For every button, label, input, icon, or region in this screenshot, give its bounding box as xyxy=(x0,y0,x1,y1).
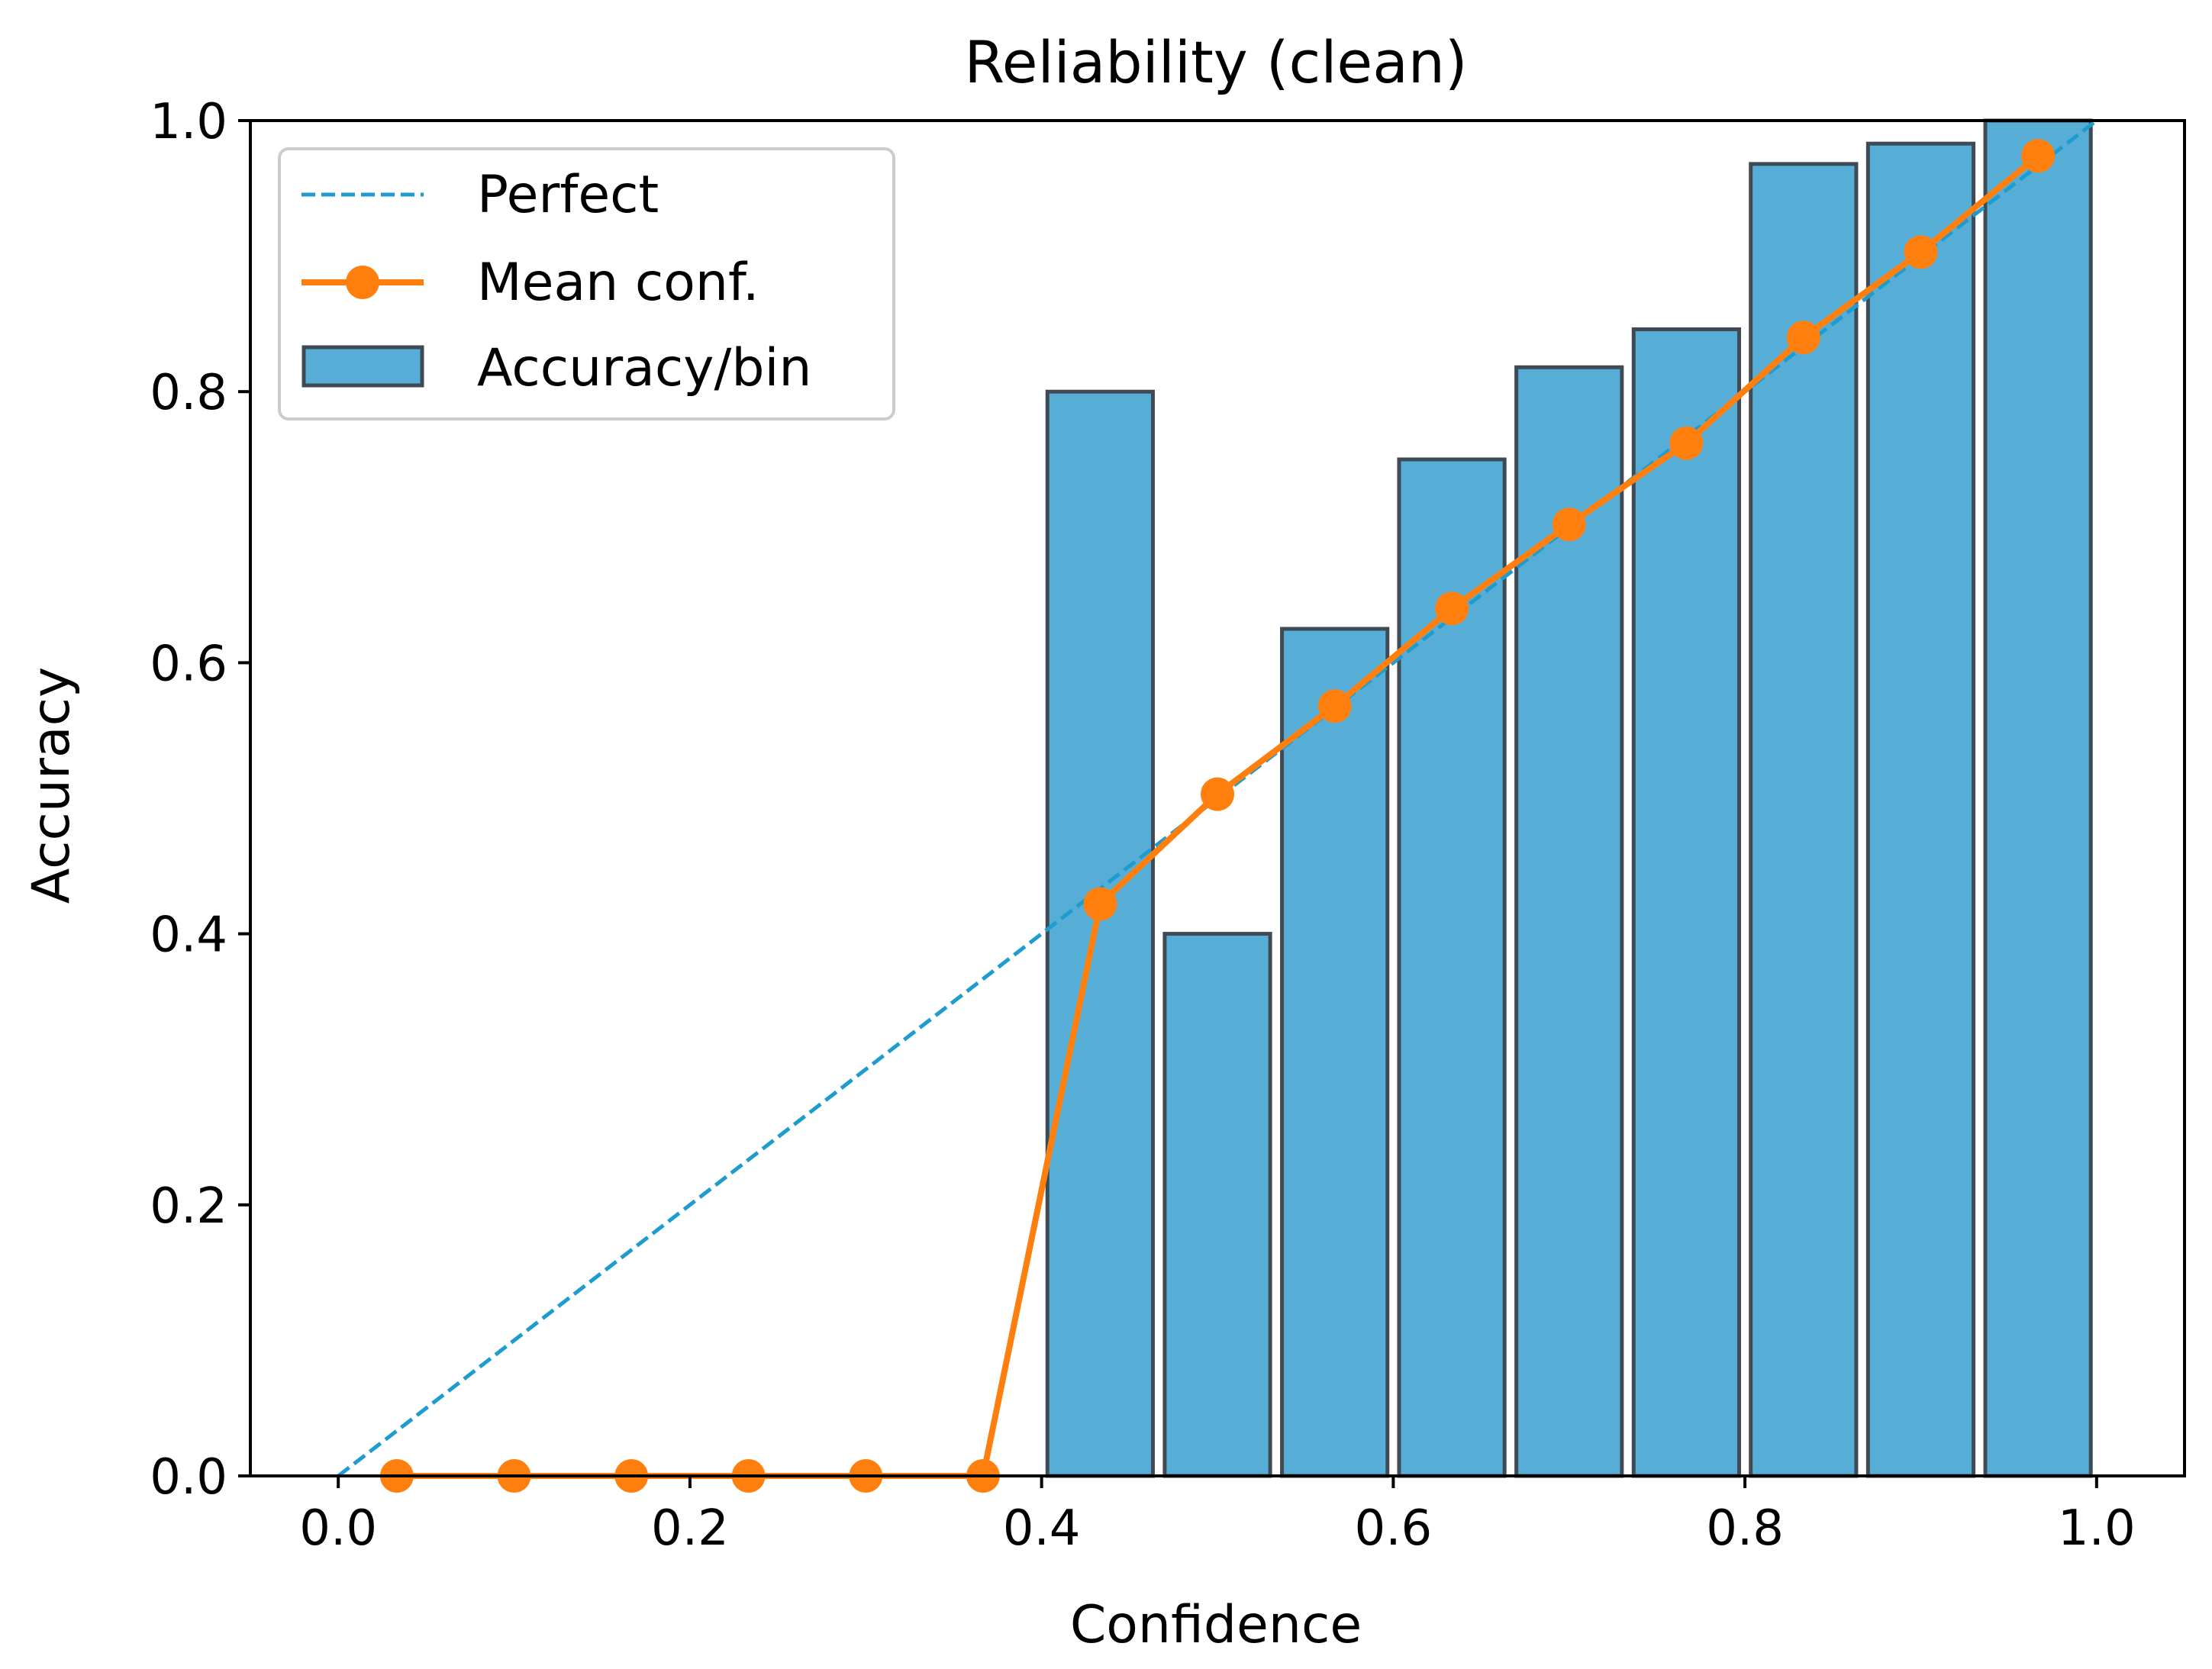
legend-meanconf-marker xyxy=(346,266,379,299)
x-tick-label: 0.2 xyxy=(651,1500,729,1557)
x-tick-label: 0.0 xyxy=(299,1500,377,1557)
accuracy-bar xyxy=(1280,627,1390,1478)
mean-conf-marker xyxy=(1201,777,1234,811)
legend-label-accuracy-bin: Accuracy/bin xyxy=(477,338,812,398)
x-tick-label: 1.0 xyxy=(2058,1500,2136,1557)
x-axis-label: Confidence xyxy=(1070,1595,1362,1655)
legend-label-perfect: Perfect xyxy=(477,165,659,225)
mean-conf-marker xyxy=(2021,139,2056,173)
legend-frame xyxy=(278,147,895,420)
accuracy-bar xyxy=(1865,141,1976,1478)
x-tick-label: 0.8 xyxy=(1706,1500,1784,1557)
chart-title: Reliability (clean) xyxy=(964,28,1467,96)
y-tick-label: 0.2 xyxy=(150,1178,227,1235)
mean-conf-marker xyxy=(1083,887,1117,921)
ticks-layer: 0.0 0.2 0.4 0.6 0.8 1.0 0.0 0.2 0.4 0.6 0.8 1.0 xyxy=(150,94,2135,1557)
accuracy-bar xyxy=(1631,327,1741,1478)
legend-accuracy-swatch xyxy=(301,345,424,388)
y-axis-label: Accuracy xyxy=(21,667,82,904)
accuracy-bar xyxy=(1749,162,1859,1478)
y-tick-label: 0.4 xyxy=(150,907,227,964)
y-tick-label: 0.6 xyxy=(150,636,227,692)
axes-layer xyxy=(249,119,2186,1477)
y-tick-label: 1.0 xyxy=(150,94,227,150)
mean-conf-marker xyxy=(1435,591,1469,626)
mean-conf-marker xyxy=(1552,507,1586,542)
accuracy-bar xyxy=(1162,932,1272,1478)
mean-conf-marker xyxy=(1904,235,1938,269)
x-tick-label: 0.4 xyxy=(1003,1500,1081,1557)
plot-frame xyxy=(249,119,2186,1477)
x-tick-label: 0.6 xyxy=(1354,1500,1432,1557)
accuracy-bar xyxy=(1045,389,1155,1478)
mean-conf-marker xyxy=(1317,689,1352,723)
y-tick-label: 0.8 xyxy=(150,365,227,421)
legend-label-mean-conf: Mean conf. xyxy=(477,253,759,313)
legend: Perfect Mean conf. Accuracy/bin xyxy=(278,147,895,420)
mean-conf-marker xyxy=(1786,321,1820,355)
accuracy-bar xyxy=(1983,118,2093,1478)
mean-conf-marker xyxy=(1669,426,1704,460)
bars-layer xyxy=(1045,118,2093,1478)
y-tick-label: 0.0 xyxy=(150,1449,227,1506)
